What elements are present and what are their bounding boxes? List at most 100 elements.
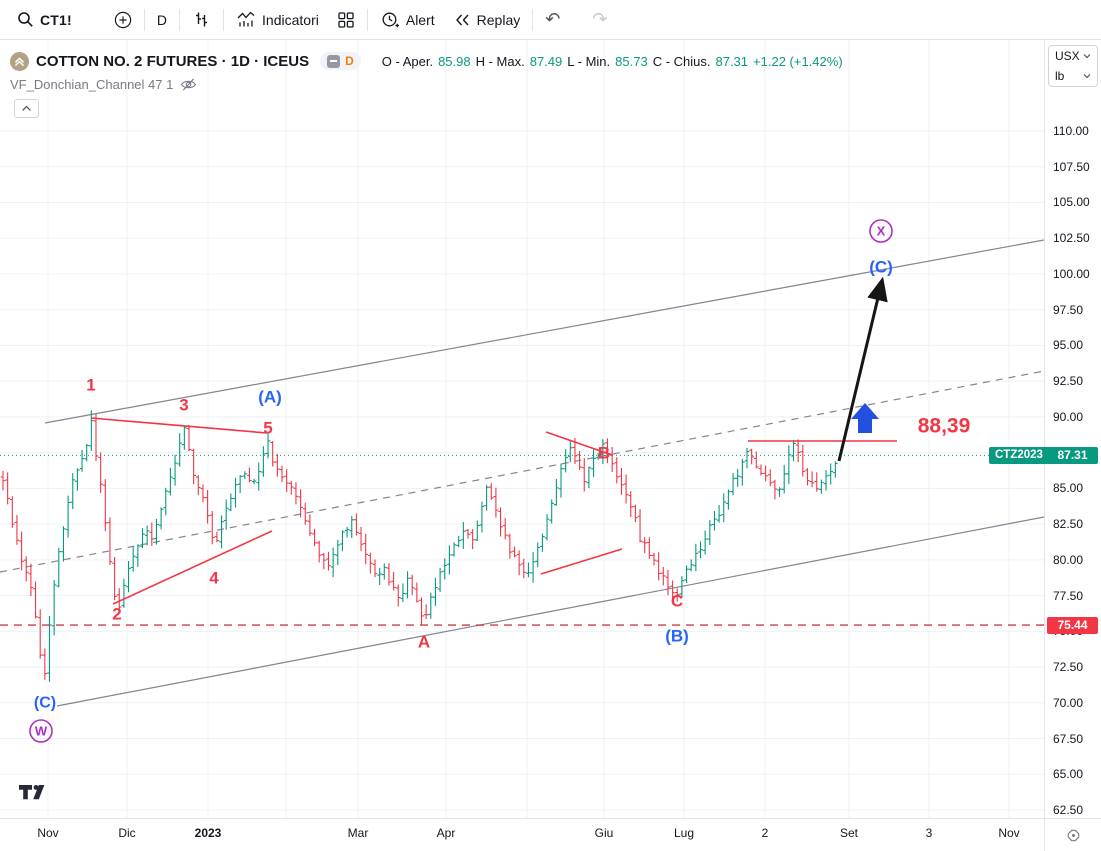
price-axis[interactable]: USX lb 87.31 75.44 110.00 107.50 105.00 102… — [1044, 40, 1101, 818]
change-value: +1.22 (+1.42%) — [753, 53, 843, 69]
time-tick-label: Nov — [37, 826, 59, 840]
low-label: L - Min. — [567, 53, 611, 69]
projection-arrow-group — [837, 276, 888, 462]
last-price-value: 87.31 — [1057, 447, 1088, 462]
indicators-icon — [236, 10, 256, 29]
interval-pill[interactable]: D — [320, 52, 361, 70]
wave-labels: 1 2 3 4 5 A B C (A) (B) (C) (C) W X 88,39 — [29, 219, 971, 743]
redo-button[interactable]: ↷ — [583, 6, 616, 34]
chevron-up-icon — [22, 105, 31, 111]
currency-value: USX — [1055, 49, 1080, 63]
bars-icon — [192, 10, 211, 29]
unit-dropdown[interactable]: lb — [1049, 66, 1097, 86]
cotton-logo-icon — [15, 56, 24, 66]
symbol-search-button[interactable]: CT1! — [8, 6, 81, 34]
axis-settings-icon[interactable] — [1065, 827, 1082, 844]
axis-corner — [1044, 818, 1101, 851]
interval-badge: D — [345, 54, 354, 68]
wave-label: 3 — [179, 396, 188, 415]
replay-label: Replay — [476, 11, 521, 28]
time-tick-label: Apr — [436, 826, 456, 840]
grid-lines — [0, 40, 1044, 818]
high-value: 87.49 — [529, 53, 563, 69]
wave-label: X — [877, 224, 886, 239]
time-tick-label: Set — [839, 826, 859, 840]
close-value: 87.31 — [715, 53, 749, 69]
price-tick-label: 110.00 — [1053, 124, 1089, 138]
price-chart[interactable]: 1 2 3 4 5 A B C (A) (B) (C) (C) W X 88,39 — [0, 40, 1044, 818]
wave-label: 88,39 — [918, 415, 971, 438]
time-axis[interactable]: Nov Dic 2023 Mar Apr Giu Lug 2 Set 3 Nov — [0, 818, 1044, 851]
interval-button[interactable]: D — [148, 6, 176, 34]
series-name: CTZ2023 — [995, 448, 1043, 461]
level-price-value: 75.44 — [1057, 617, 1088, 632]
currency-dropdown[interactable]: USX — [1049, 46, 1097, 66]
unit-selector-box: USX lb — [1048, 45, 1098, 87]
ohlc-values: O - Aper. 85.98 H - Max. 87.49 L - Min. … — [382, 54, 843, 69]
interval-text: D — [156, 11, 168, 28]
wave-label: C — [671, 592, 683, 611]
time-tick-label: Lug — [673, 826, 695, 840]
tradingview-logo — [18, 784, 48, 810]
time-tick-label: Mar — [347, 826, 369, 840]
series-price-badge: CTZ2023 — [989, 446, 1049, 464]
time-tick-label: Giu — [594, 826, 614, 840]
time-tick-label: 2 — [761, 826, 769, 840]
price-tick-label: 70.00 — [1053, 695, 1084, 710]
price-tick-label: 107.50 — [1053, 159, 1090, 174]
price-tick-label: 67.50 — [1053, 731, 1084, 746]
price-tick-label: 95.00 — [1053, 338, 1084, 353]
indicators-button[interactable]: Indicatori — [227, 6, 328, 34]
unit-value: lb — [1055, 69, 1065, 83]
trend-lines — [90, 417, 897, 605]
wave-label: 1 — [86, 376, 95, 395]
price-line-badge: 75.44 — [1047, 616, 1098, 634]
alarm-clock-icon — [380, 10, 400, 30]
wave-label: (B) — [665, 627, 689, 646]
layout-button[interactable] — [328, 6, 364, 34]
collapse-legend-button[interactable] — [14, 99, 39, 118]
toolbar-separator — [143, 8, 145, 31]
wave-label: 5 — [263, 419, 272, 438]
time-tick-label: Dic — [118, 826, 136, 840]
toolbar-separator — [223, 8, 225, 31]
price-tick-label: 65.00 — [1053, 767, 1084, 782]
price-tick-label: 80.00 — [1053, 552, 1084, 567]
wave-label: W — [35, 724, 48, 739]
plus-circle-icon — [114, 11, 132, 29]
undo-button[interactable]: ↶ — [536, 6, 569, 34]
alert-button[interactable]: Alert — [371, 6, 444, 34]
indicators-label: Indicatori — [262, 11, 319, 28]
symbol-title: COTTON NO. 2 FUTURES · 1D · ICEUS — [36, 52, 310, 70]
price-tick-label: 82.50 — [1053, 517, 1084, 532]
channel-lines — [0, 239, 1044, 707]
chart-legend: COTTON NO. 2 FUTURES · 1D · ICEUS D O - … — [10, 50, 843, 92]
time-tick-label: 2023 — [194, 826, 222, 840]
indicator-name: VF_Donchian_Channel 47 1 — [10, 77, 174, 92]
wave-label: 4 — [209, 569, 219, 588]
blue-up-arrow — [851, 403, 879, 433]
indicator-legend-row[interactable]: VF_Donchian_Channel 47 1 — [10, 77, 843, 92]
projection-arrow — [837, 276, 888, 462]
chart-type-button[interactable] — [183, 6, 220, 34]
open-value: 85.98 — [438, 53, 471, 69]
price-tick-label: 100.00 — [1053, 266, 1090, 281]
undo-icon: ↶ — [545, 8, 561, 30]
price-tick-label: 92.50 — [1053, 374, 1084, 389]
wave-label: (C) — [869, 258, 893, 277]
symbol-legend-row[interactable]: COTTON NO. 2 FUTURES · 1D · ICEUS D O - … — [10, 50, 843, 72]
price-tick-label: 72.50 — [1053, 660, 1084, 675]
close-label: C - Chius. — [652, 53, 711, 69]
open-label: O - Aper. — [381, 53, 434, 69]
wave-label: (A) — [258, 388, 282, 407]
blue-arrow-group — [851, 403, 879, 433]
add-symbol-button[interactable] — [105, 6, 141, 34]
replay-button[interactable]: Replay — [444, 6, 530, 34]
wave-label: 2 — [112, 605, 121, 624]
price-tick-label: 85.00 — [1053, 481, 1084, 496]
rewind-icon — [453, 11, 471, 29]
last-price-badge: 87.31 — [1047, 446, 1098, 464]
time-tick-label: Nov — [998, 826, 1020, 840]
eye-off-icon[interactable] — [180, 77, 197, 92]
price-tick-label: 97.50 — [1053, 302, 1084, 317]
